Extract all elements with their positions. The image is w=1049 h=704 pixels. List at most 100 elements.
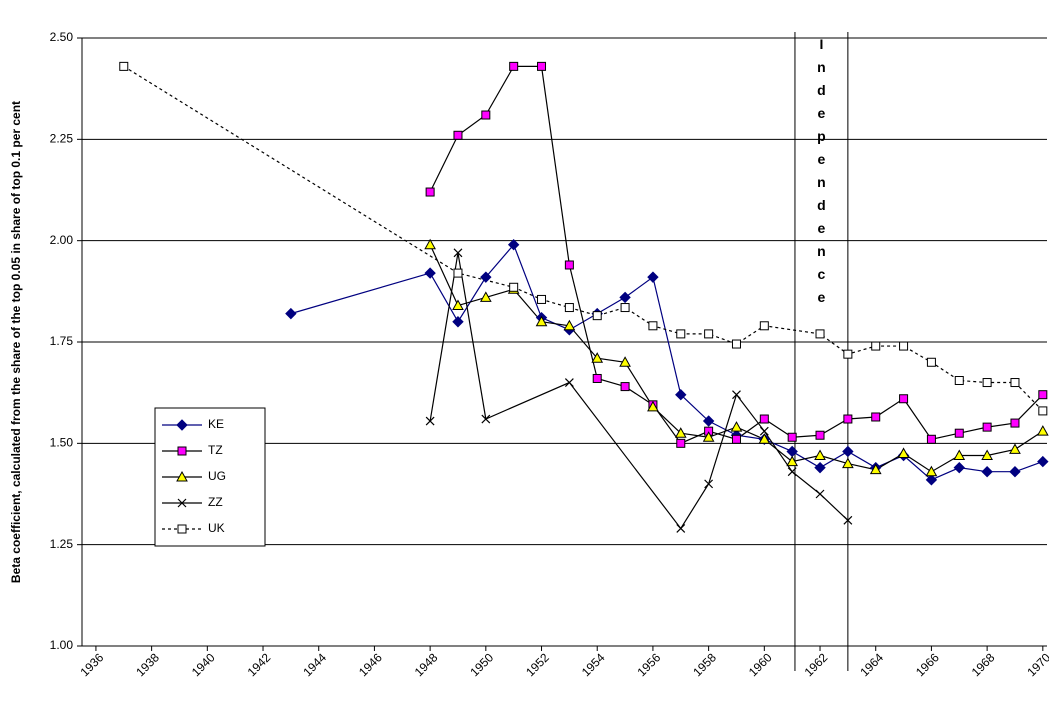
marker: [869, 463, 882, 475]
marker: [981, 449, 993, 460]
marker: [479, 291, 492, 302]
marker: [981, 465, 993, 478]
marker: [982, 378, 992, 388]
marker: [537, 294, 547, 304]
x-tick-label: 1956: [635, 650, 664, 679]
x-tick-label: 1946: [356, 650, 385, 679]
marker: [452, 316, 464, 328]
marker: [814, 461, 826, 474]
marker: [647, 271, 659, 283]
x-tick-label: 1948: [412, 650, 441, 679]
marker: [453, 248, 463, 258]
marker: [926, 357, 936, 367]
marker: [453, 268, 463, 278]
marker: [675, 388, 687, 401]
legend-label: TZ: [208, 443, 223, 457]
marker: [814, 449, 826, 460]
marker: [954, 376, 964, 386]
marker: [925, 465, 938, 477]
annotation-text: Independence: [813, 36, 829, 312]
marker: [535, 315, 548, 327]
marker: [591, 352, 604, 363]
marker: [453, 130, 463, 140]
y-axis-label: Beta coefficient, calculated from the sh…: [9, 101, 23, 583]
marker: [1038, 390, 1048, 400]
marker: [563, 319, 576, 331]
marker: [787, 432, 797, 442]
marker: [177, 498, 187, 508]
marker: [759, 426, 769, 436]
x-tick-label: 1938: [133, 650, 162, 679]
marker: [592, 311, 602, 321]
marker: [871, 412, 881, 422]
marker: [702, 431, 715, 442]
y-tick-label: 1.75: [50, 334, 74, 348]
marker: [842, 445, 854, 458]
x-tick-label: 1954: [579, 650, 608, 679]
x-tick-label: 1960: [746, 650, 775, 679]
marker: [119, 61, 129, 71]
legend-label: UK: [208, 521, 225, 535]
marker: [176, 419, 188, 431]
y-tick-label: 2.00: [50, 233, 74, 247]
marker: [647, 400, 659, 412]
marker: [759, 414, 769, 424]
marker: [176, 470, 188, 482]
marker: [953, 461, 965, 474]
marker: [619, 291, 631, 304]
marker: [648, 321, 658, 331]
marker: [731, 339, 741, 349]
x-tick-label: 1950: [467, 650, 496, 679]
marker: [619, 356, 631, 367]
marker: [424, 267, 436, 279]
marker: [897, 447, 910, 458]
marker: [425, 187, 435, 197]
y-tick-label: 2.50: [50, 30, 74, 44]
marker: [843, 515, 853, 525]
marker: [759, 321, 769, 331]
x-tick-label: 1962: [802, 650, 831, 679]
marker: [674, 427, 687, 438]
marker: [537, 61, 547, 71]
marker: [702, 415, 715, 427]
marker: [815, 430, 825, 440]
marker: [786, 455, 799, 467]
legend-label: UG: [208, 469, 226, 483]
marker: [1009, 465, 1021, 478]
legend-label: KE: [208, 417, 224, 431]
marker: [787, 467, 797, 477]
marker: [424, 238, 436, 250]
y-tick-label: 2.25: [50, 132, 74, 146]
x-tick-label: 1968: [969, 650, 998, 679]
marker: [620, 303, 630, 313]
marker: [507, 239, 520, 251]
x-tick-label: 1942: [245, 650, 274, 679]
x-tick-label: 1936: [78, 650, 107, 679]
marker: [1038, 406, 1048, 416]
marker: [1036, 425, 1049, 436]
marker: [704, 329, 714, 339]
x-tick-label: 1970: [1024, 650, 1049, 679]
marker: [177, 524, 187, 534]
marker: [480, 271, 492, 283]
y-tick-label: 1.50: [50, 436, 74, 450]
x-tick-label: 1958: [690, 650, 719, 679]
marker: [843, 349, 853, 359]
marker: [982, 422, 992, 432]
marker: [871, 341, 881, 351]
marker: [481, 414, 491, 424]
marker: [704, 479, 714, 489]
marker: [676, 438, 686, 448]
marker: [509, 61, 519, 71]
marker: [925, 474, 938, 486]
marker: [676, 524, 686, 533]
marker: [564, 303, 574, 313]
marker: [564, 260, 574, 270]
marker: [815, 329, 825, 339]
marker: [1010, 418, 1020, 428]
marker: [452, 299, 464, 311]
x-tick-label: 1964: [857, 650, 886, 679]
marker: [564, 378, 574, 387]
marker: [899, 341, 909, 351]
